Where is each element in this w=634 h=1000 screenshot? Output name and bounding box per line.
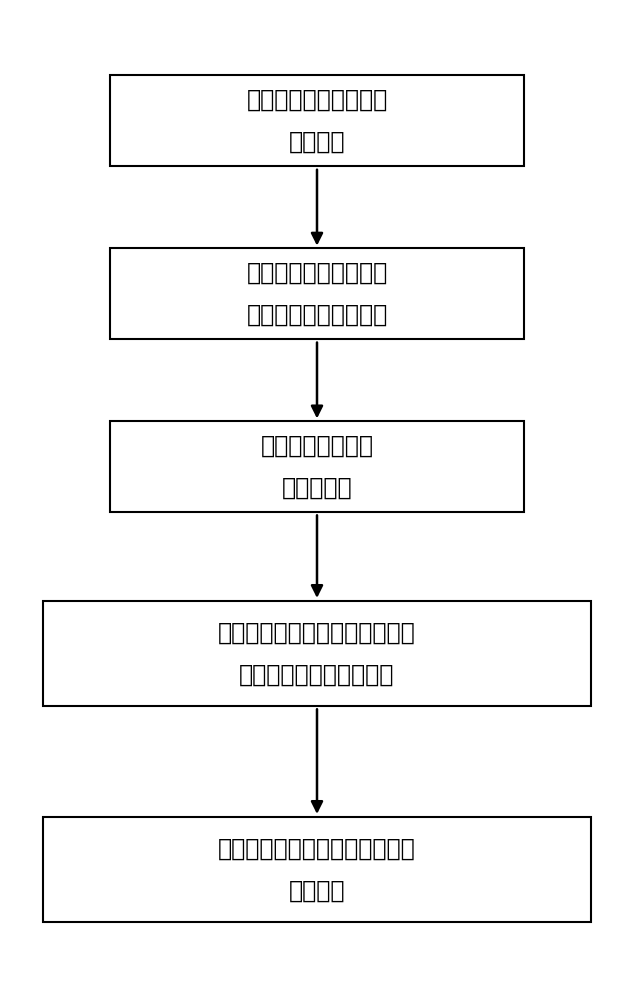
Text: 用户计算并反馈最大的信于噪比: 用户计算并反馈最大的信于噪比: [218, 620, 416, 644]
Text: 发送端对波束集合进行: 发送端对波束集合进行: [247, 260, 387, 284]
Text: 分组，得到波束组集合: 分组，得到波束组集合: [247, 303, 387, 327]
Text: 发送至用户: 发送至用户: [281, 476, 353, 500]
Bar: [110, 75, 524, 166]
Bar: [43, 601, 591, 706]
Bar: [110, 421, 524, 512]
Text: 波束集合: 波束集合: [288, 130, 346, 154]
Bar: [110, 248, 524, 339]
Text: 进行调度: 进行调度: [288, 879, 346, 903]
Text: 发送端对波束组集合中的各波束: 发送端对波束组集合中的各波束: [218, 836, 416, 860]
Text: 发送端生成波束，得到: 发送端生成波束，得到: [247, 88, 387, 112]
Text: 发送端将训练信号: 发送端将训练信号: [261, 433, 373, 457]
Text: 和其对应的最优波束序号: 和其对应的最优波束序号: [239, 663, 395, 687]
Bar: [43, 817, 591, 922]
